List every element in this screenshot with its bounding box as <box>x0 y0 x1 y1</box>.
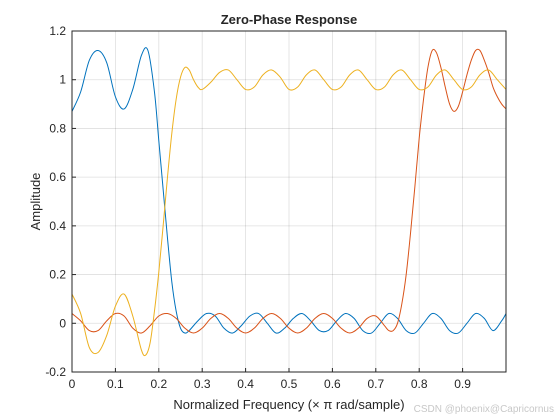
x-tick-label: 0.2 <box>150 377 167 391</box>
watermark-text: CSDN @phoenix@Capricornus <box>414 404 554 415</box>
y-tick-label: 0.8 <box>49 121 66 135</box>
y-tick-label: 0.2 <box>49 268 66 282</box>
series-line-1 <box>71 47 507 335</box>
tick-marks <box>71 30 464 373</box>
x-tick-label: 0.8 <box>411 377 428 391</box>
x-tick-label: 0.1 <box>107 377 124 391</box>
y-axis-tick-labels: -0.2 0 0.2 0.4 0.6 0.8 1 1.2 <box>45 24 66 379</box>
x-tick-label: 0.6 <box>324 377 341 391</box>
x-axis-tick-labels: 0 0.1 0.2 0.3 0.4 0.5 0.6 0.7 0.8 0.9 <box>69 377 472 391</box>
series-line-3 <box>71 66 507 357</box>
x-tick-label: 0.5 <box>281 377 298 391</box>
plot-area[interactable] <box>71 30 507 373</box>
x-axis-label: Normalized Frequency (× π rad/sample) <box>173 397 404 412</box>
series-lines <box>71 47 507 357</box>
y-tick-label: -0.2 <box>45 365 66 379</box>
x-tick-label: 0.4 <box>237 377 254 391</box>
x-tick-label: 0.3 <box>194 377 211 391</box>
x-tick-label: 0.7 <box>367 377 384 391</box>
y-axis-label: Amplitude <box>28 173 43 231</box>
y-tick-label: 1 <box>59 73 66 87</box>
x-tick-label: 0.9 <box>454 377 471 391</box>
y-tick-label: 0.6 <box>49 170 66 184</box>
series-line-2 <box>71 48 507 334</box>
y-tick-label: 1.2 <box>49 24 66 38</box>
x-tick-label: 0 <box>69 377 76 391</box>
axes-background <box>72 31 506 372</box>
chart-title: Zero-Phase Response <box>221 12 358 27</box>
y-tick-label: 0 <box>59 316 66 330</box>
y-tick-label: 0.4 <box>49 219 66 233</box>
